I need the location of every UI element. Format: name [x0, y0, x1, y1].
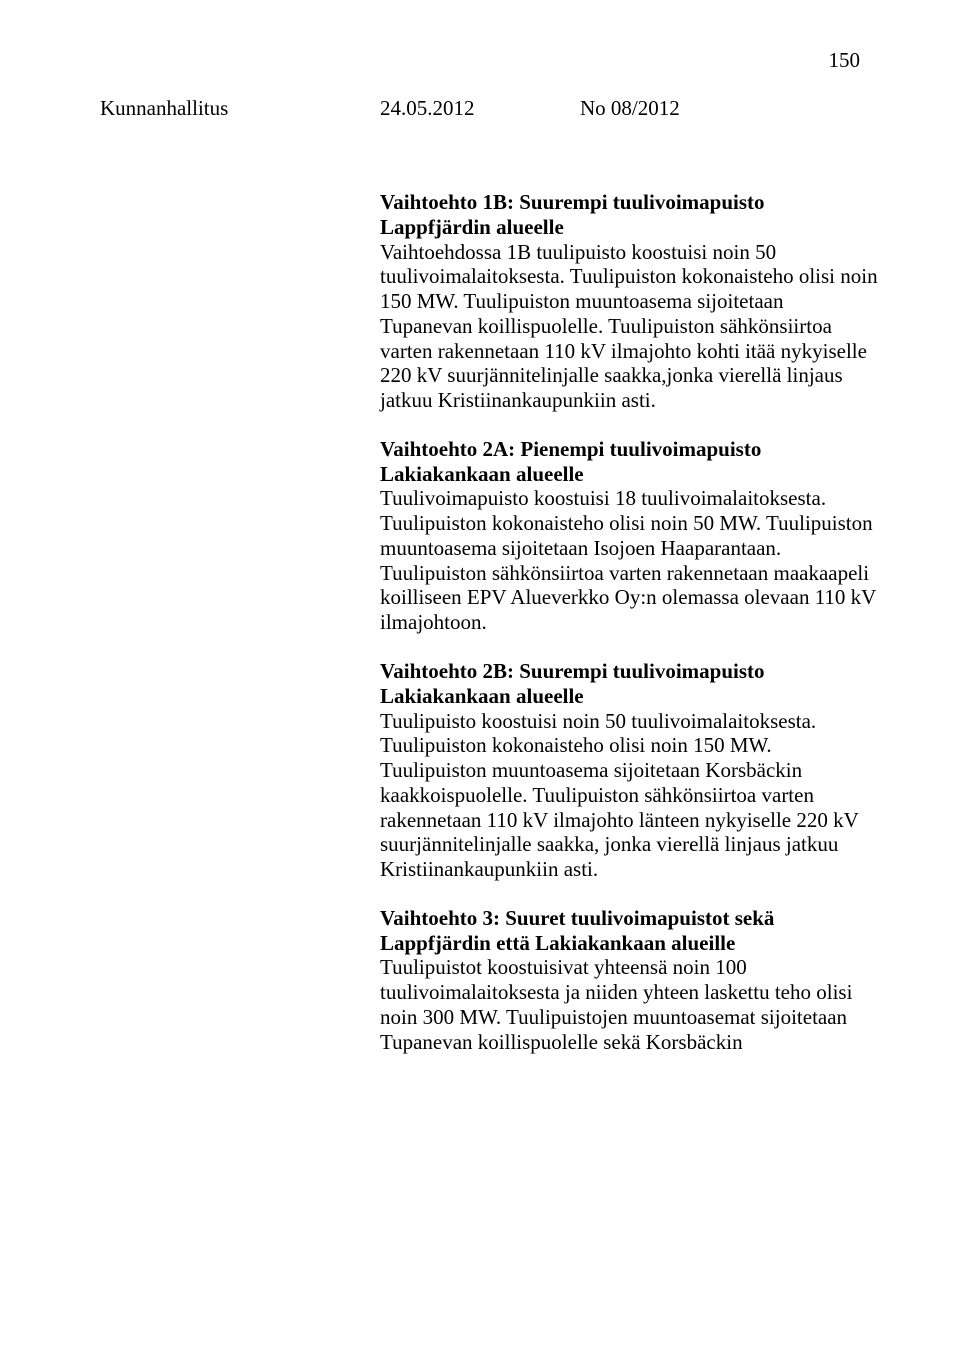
- document-header: Kunnanhallitus 24.05.2012 No 08/2012: [100, 96, 860, 121]
- section-3-body: Tuulipuistot koostuisivat yhteensä noin …: [380, 955, 852, 1053]
- section-2a-body: Tuulivoimapuisto koostuisi 18 tuulivoima…: [380, 486, 876, 634]
- section-2a: Vaihtoehto 2A: Pienempi tuulivoimapuisto…: [380, 437, 880, 635]
- section-2b: Vaihtoehto 2B: Suurempi tuulivoimapuisto…: [380, 659, 880, 882]
- section-3: Vaihtoehto 3: Suuret tuulivoimapuistot s…: [380, 906, 880, 1055]
- header-date: 24.05.2012: [380, 96, 580, 121]
- page-number: 150: [829, 48, 861, 73]
- section-1b-body: Vaihtoehdossa 1B tuulipuisto koostuisi n…: [380, 240, 878, 413]
- section-3-title: Vaihtoehto 3: Suuret tuulivoimapuistot s…: [380, 906, 774, 955]
- header-doc-number: No 08/2012: [580, 96, 680, 121]
- header-authority: Kunnanhallitus: [100, 96, 380, 121]
- section-1b: Vaihtoehto 1B: Suurempi tuulivoimapuisto…: [380, 190, 880, 413]
- section-1b-title: Vaihtoehto 1B: Suurempi tuulivoimapuisto…: [380, 190, 765, 239]
- section-2a-title: Vaihtoehto 2A: Pienempi tuulivoimapuisto…: [380, 437, 761, 486]
- section-2b-title: Vaihtoehto 2B: Suurempi tuulivoimapuisto…: [380, 659, 765, 708]
- document-body: Vaihtoehto 1B: Suurempi tuulivoimapuisto…: [380, 190, 880, 1055]
- section-2b-body: Tuulipuisto koostuisi noin 50 tuulivoima…: [380, 709, 858, 882]
